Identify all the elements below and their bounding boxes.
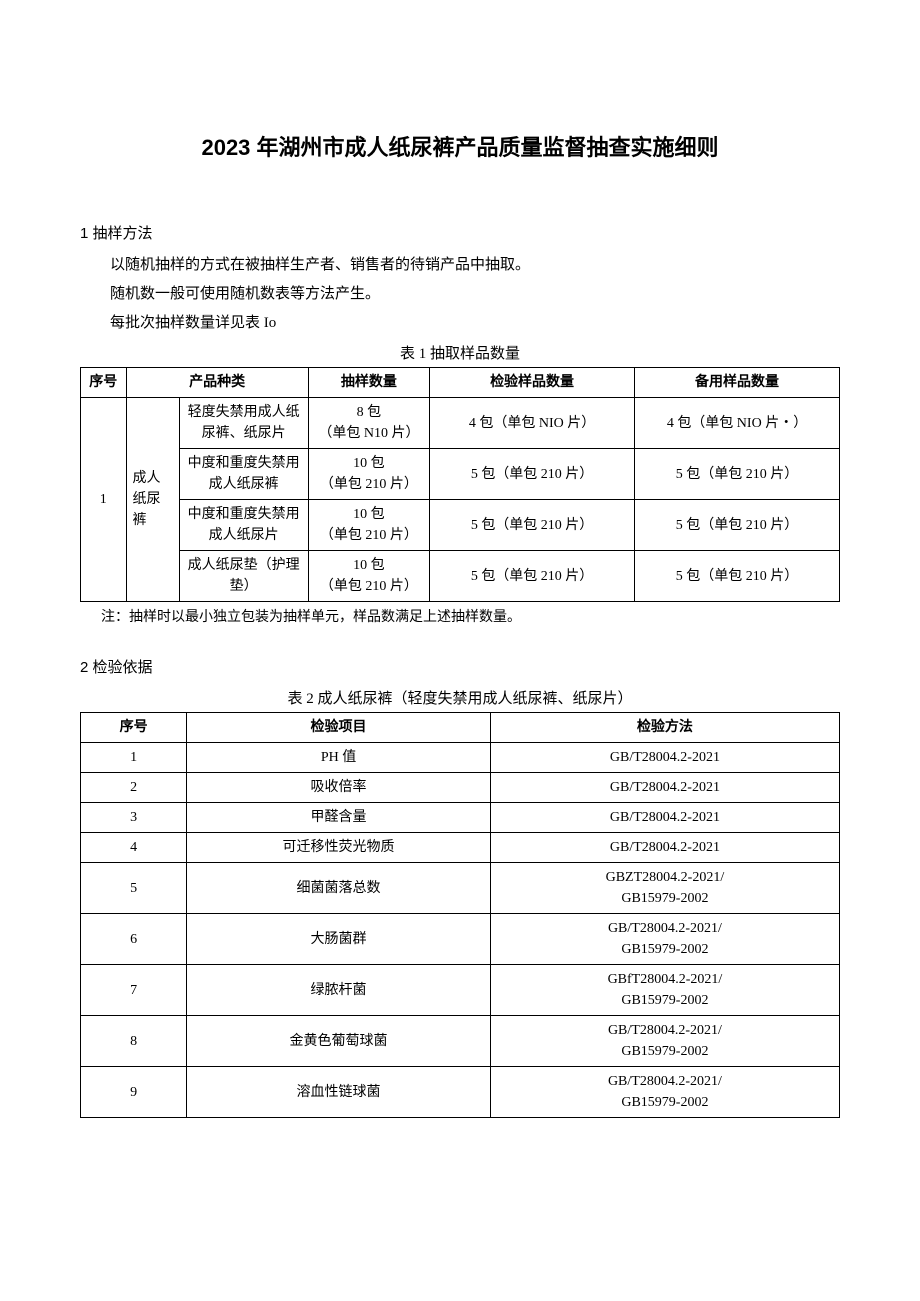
table1-inspectqty: 5 包（单包 210 片） [430,500,635,551]
table2-seq: 9 [81,1067,187,1118]
table1-subtype: 轻度失禁用成人纸尿裤、纸尿片 [179,398,308,449]
table1: 序号 产品种类 抽样数量 检验样品数量 备用样品数量 1 成人纸尿裤 轻度失禁用… [80,367,840,602]
table2-method: GB/T28004.2-2021/GB15979-2002 [490,1067,839,1118]
table2-item: 溶血性链球菌 [187,1067,491,1118]
table1-subtype: 中度和重度失禁用成人纸尿裤 [179,449,308,500]
table2-seq: 7 [81,965,187,1016]
table-row: 成人纸尿垫（护理垫） 10 包（单包 210 片） 5 包（单包 210 片） … [81,551,840,602]
table2-item: 吸收倍率 [187,773,491,803]
table2: 序号 检验项目 检验方法 1 PH 值 GB/T28004.2-2021 2 吸… [80,712,840,1118]
table2-header-row: 序号 检验项目 检验方法 [81,713,840,743]
table-row: 中度和重度失禁用成人纸尿裤 10 包（单包 210 片） 5 包（单包 210 … [81,449,840,500]
section1-para3: 每批次抽样数量详见表 Io [80,311,840,332]
table2-item: 金黄色葡萄球菌 [187,1016,491,1067]
table2-seq: 6 [81,914,187,965]
table2-seq: 3 [81,803,187,833]
table2-method: GB/T28004.2-2021 [490,833,839,863]
table2-method: GB/T28004.2-2021/GB15979-2002 [490,914,839,965]
section2-heading: 2 检验依据 [80,656,840,677]
section1-para2: 随机数一般可使用随机数表等方法产生。 [80,282,840,303]
table2-seq: 5 [81,863,187,914]
table1-inspectqty: 4 包（单包 NIO 片） [430,398,635,449]
table-row: 3 甲醛含量 GB/T28004.2-2021 [81,803,840,833]
table1-col-inspectqty: 检验样品数量 [430,368,635,398]
table1-group-name: 成人纸尿裤 [126,398,179,602]
table-row: 2 吸收倍率 GB/T28004.2-2021 [81,773,840,803]
table1-subtype: 中度和重度失禁用成人纸尿片 [179,500,308,551]
table2-item: 大肠菌群 [187,914,491,965]
section1-para1: 以随机抽样的方式在被抽样生产者、销售者的待销产品中抽取。 [80,253,840,274]
table-row: 中度和重度失禁用成人纸尿片 10 包（单包 210 片） 5 包（单包 210 … [81,500,840,551]
document-title: 2023 年湖州市成人纸尿裤产品质量监督抽查实施细则 [80,130,840,162]
table1-col-category: 产品种类 [126,368,308,398]
table1-backupqty: 5 包（单包 210 片） [635,551,840,602]
table1-sampleqty: 10 包（单包 210 片） [308,551,429,602]
table2-method: GB/T28004.2-2021/GB15979-2002 [490,1016,839,1067]
table2-item: PH 值 [187,743,491,773]
table2-col-method: 检验方法 [490,713,839,743]
table-row: 9 溶血性链球菌 GB/T28004.2-2021/GB15979-2002 [81,1067,840,1118]
table2-seq: 4 [81,833,187,863]
table1-inspectqty: 5 包（单包 210 片） [430,551,635,602]
table2-seq: 8 [81,1016,187,1067]
table2-method: GB/T28004.2-2021 [490,773,839,803]
table1-subtype: 成人纸尿垫（护理垫） [179,551,308,602]
table2-seq: 2 [81,773,187,803]
table2-col-seq: 序号 [81,713,187,743]
table1-note: 注：抽样时以最小独立包装为抽样单元，样品数满足上述抽样数量。 [80,606,840,626]
table1-sampleqty: 10 包（单包 210 片） [308,449,429,500]
table1-backupqty: 4 包（单包 NIO 片・） [635,398,840,449]
table1-group-seq: 1 [81,398,127,602]
section1-heading: 1 抽样方法 [80,222,840,243]
table2-method: GB/T28004.2-2021 [490,743,839,773]
table2-item: 甲醛含量 [187,803,491,833]
table2-item: 细菌菌落总数 [187,863,491,914]
table1-inspectqty: 5 包（单包 210 片） [430,449,635,500]
table2-item: 绿脓杆菌 [187,965,491,1016]
table2-seq: 1 [81,743,187,773]
table2-item: 可迁移性荧光物质 [187,833,491,863]
table1-col-seq: 序号 [81,368,127,398]
table2-caption: 表 2 成人纸尿裤（轻度失禁用成人纸尿裤、纸尿片） [80,687,840,708]
table-row: 8 金黄色葡萄球菌 GB/T28004.2-2021/GB15979-2002 [81,1016,840,1067]
table-row: 5 细菌菌落总数 GBZT28004.2-2021/GB15979-2002 [81,863,840,914]
table1-sampleqty: 10 包（单包 210 片） [308,500,429,551]
table-row: 1 PH 值 GB/T28004.2-2021 [81,743,840,773]
table-row: 7 绿脓杆菌 GBfT28004.2-2021/GB15979-2002 [81,965,840,1016]
table-row: 4 可迁移性荧光物质 GB/T28004.2-2021 [81,833,840,863]
table1-caption: 表 1 抽取样品数量 [80,342,840,363]
table2-col-item: 检验项目 [187,713,491,743]
table1-backupqty: 5 包（单包 210 片） [635,500,840,551]
table1-backupqty: 5 包（单包 210 片） [635,449,840,500]
table2-method: GBZT28004.2-2021/GB15979-2002 [490,863,839,914]
table1-col-sampleqty: 抽样数量 [308,368,429,398]
table1-sampleqty: 8 包（单包 N10 片） [308,398,429,449]
table1-col-backupqty: 备用样品数量 [635,368,840,398]
table2-method: GB/T28004.2-2021 [490,803,839,833]
table2-method: GBfT28004.2-2021/GB15979-2002 [490,965,839,1016]
table-row: 6 大肠菌群 GB/T28004.2-2021/GB15979-2002 [81,914,840,965]
table1-header-row: 序号 产品种类 抽样数量 检验样品数量 备用样品数量 [81,368,840,398]
table-row: 1 成人纸尿裤 轻度失禁用成人纸尿裤、纸尿片 8 包（单包 N10 片） 4 包… [81,398,840,449]
document-page: 2023 年湖州市成人纸尿裤产品质量监督抽查实施细则 1 抽样方法 以随机抽样的… [0,0,920,1178]
